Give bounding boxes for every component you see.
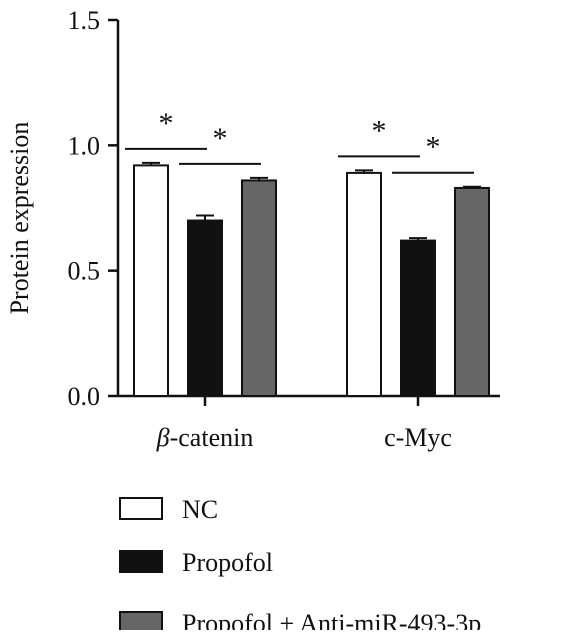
bar [187, 219, 223, 397]
significance-star: * [213, 122, 228, 155]
significance-star: * [426, 131, 441, 164]
bar [454, 186, 490, 397]
legend-label: NC [182, 495, 218, 524]
legend-swatch [119, 611, 163, 634]
x-tick-label-text: c-Myc [384, 423, 452, 452]
significance-star: * [159, 107, 174, 140]
x-tick-label: β-catenin [156, 423, 254, 452]
bar [346, 171, 382, 397]
y-axis-label: Protein expression [5, 122, 34, 315]
y-tick-label: 1.5 [68, 6, 101, 35]
y-tick-label: 1.0 [68, 131, 101, 160]
x-tick-label-prefix: β [156, 423, 170, 452]
y-tick-label: 0.5 [68, 257, 101, 286]
bar [400, 239, 436, 397]
bar [133, 164, 169, 397]
x-tick-label-text: -catenin [170, 423, 254, 452]
bar [241, 179, 277, 397]
legend-swatch [119, 497, 163, 520]
legend-label: Propofol + Anti-miR-493-3p [182, 609, 481, 630]
legend-label: Propofol [182, 548, 273, 577]
y-tick-label: 0.0 [68, 382, 101, 411]
significance-star: * [372, 114, 387, 147]
x-tick-label: c-Myc [384, 423, 452, 452]
legend-swatch [119, 550, 163, 573]
